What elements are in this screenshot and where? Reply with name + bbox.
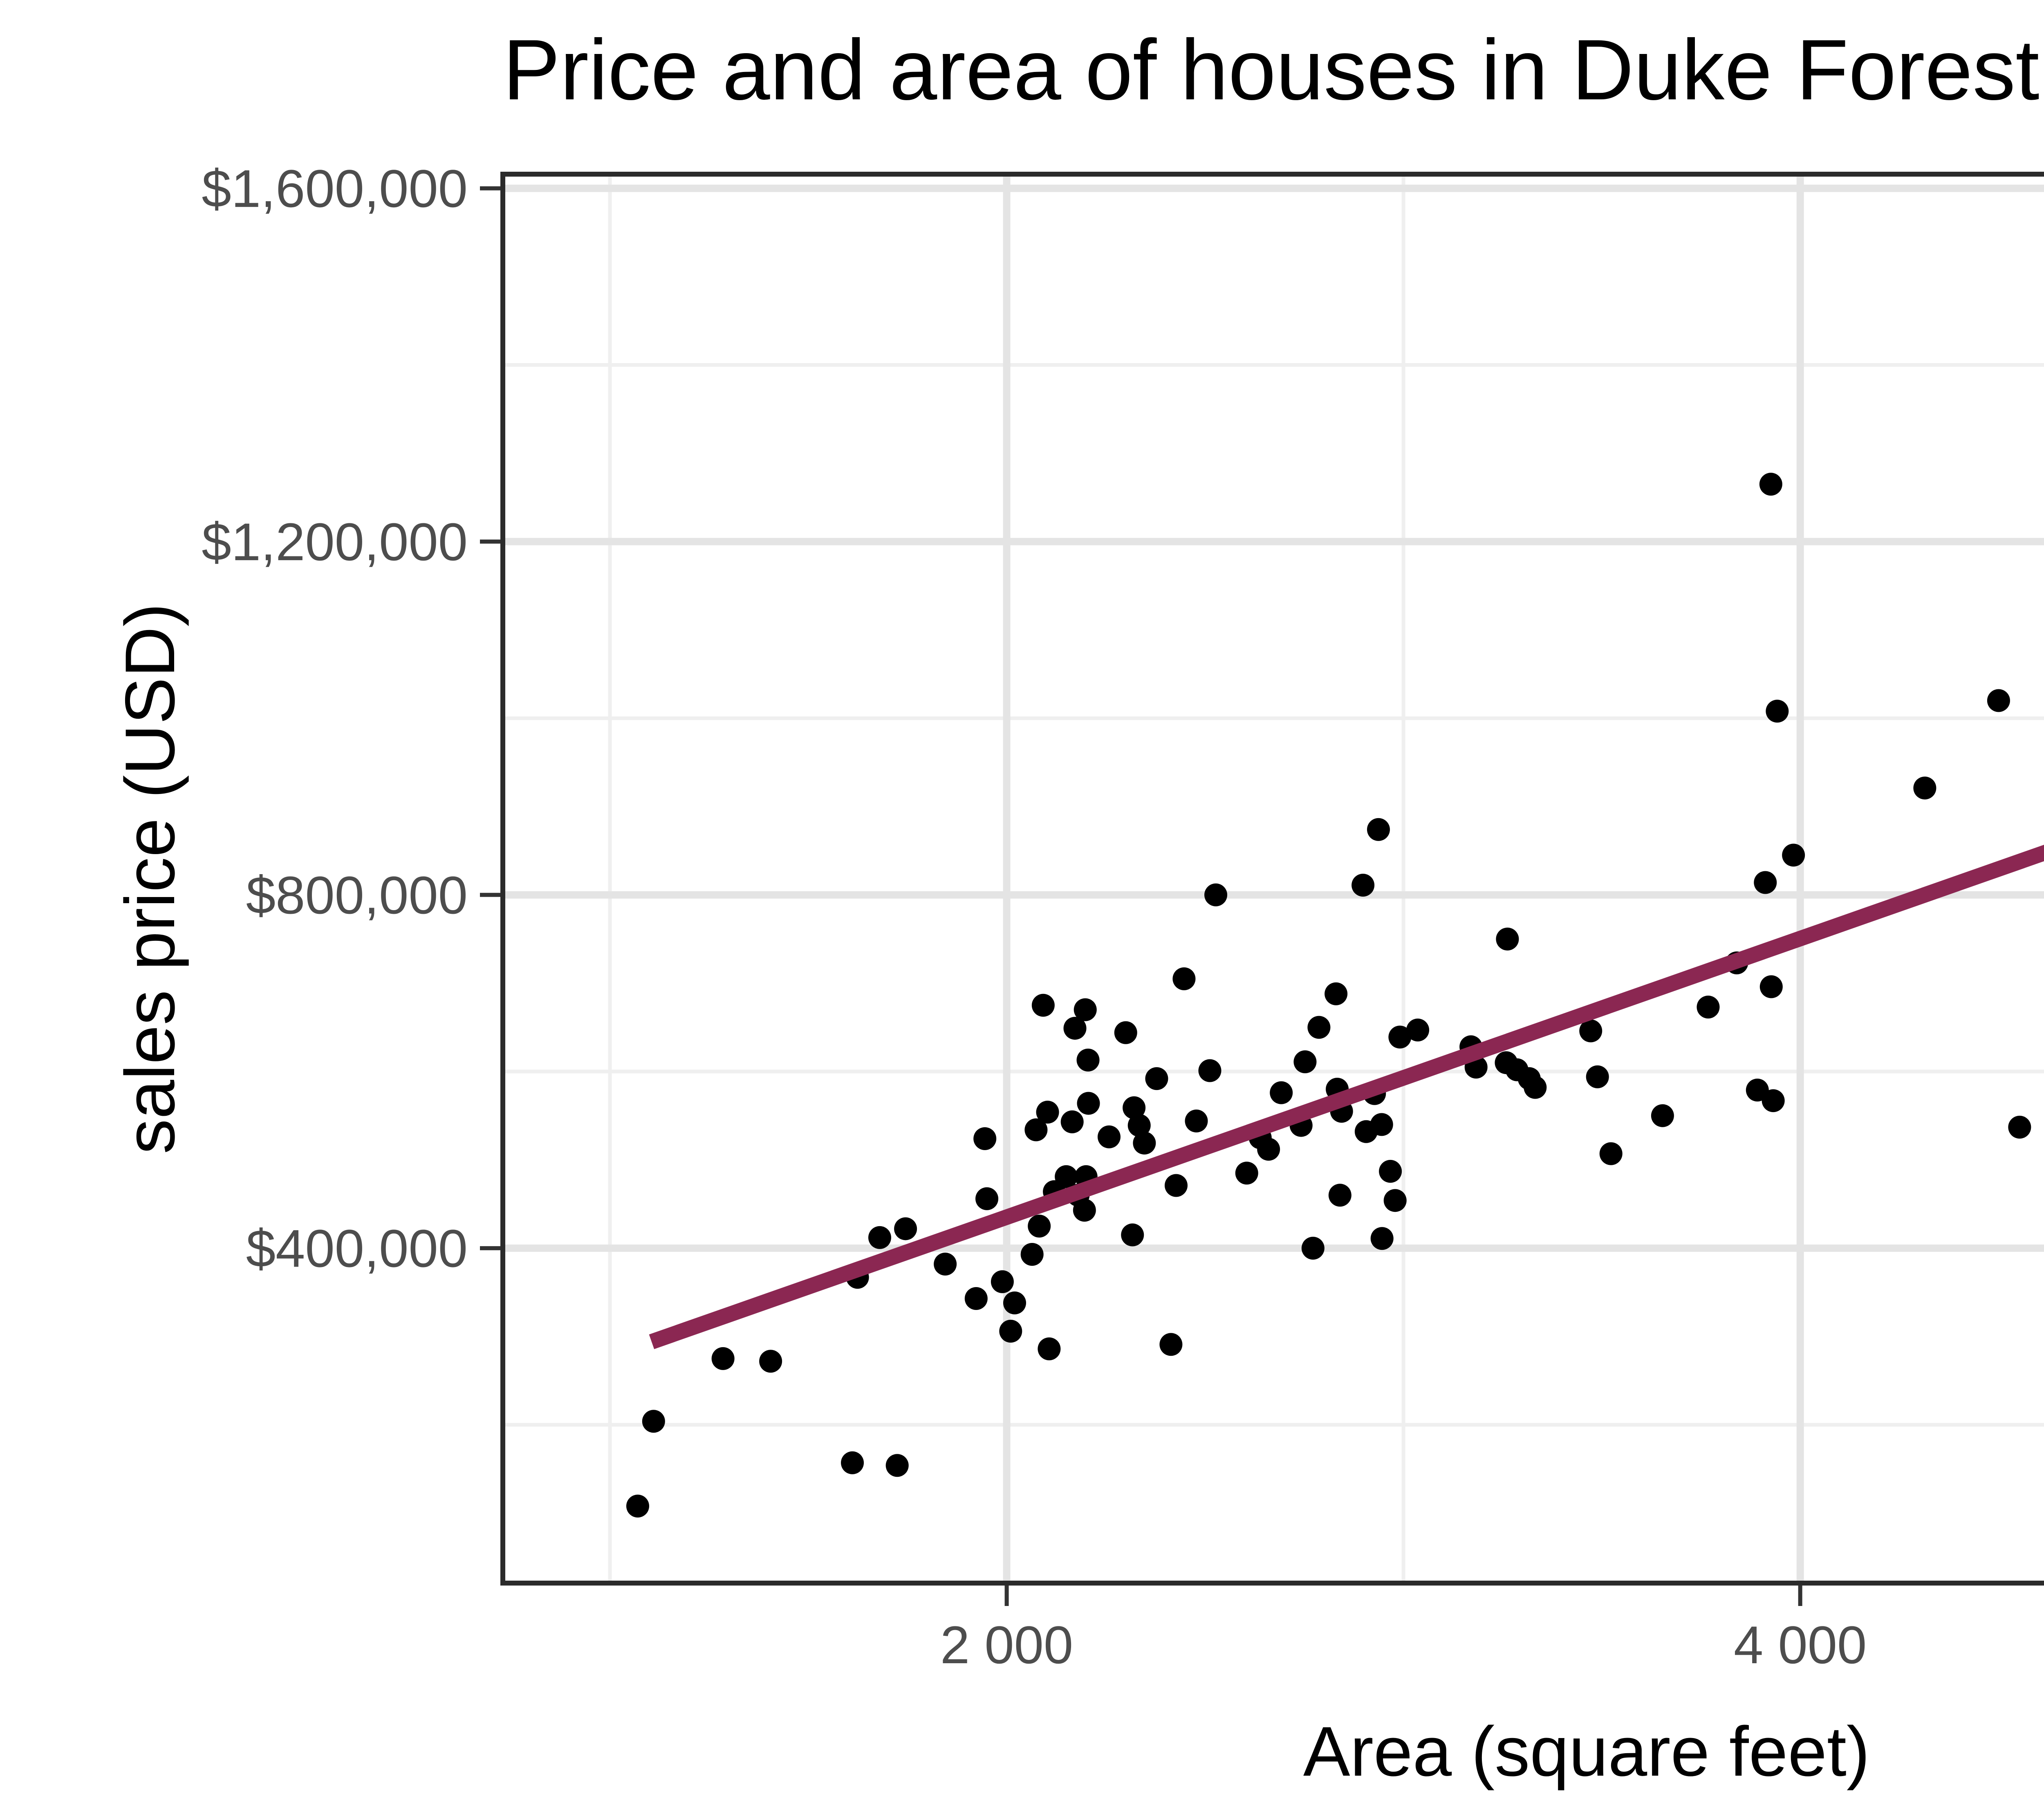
data-point xyxy=(1579,1019,1602,1043)
data-point xyxy=(1038,1337,1061,1361)
data-point xyxy=(1759,975,1783,998)
y-tick-label: $1,600,000 xyxy=(202,159,468,218)
data-point xyxy=(973,1127,997,1150)
data-point xyxy=(964,1287,988,1310)
data-point xyxy=(1121,1223,1144,1247)
data-point xyxy=(1133,1131,1156,1155)
y-tick-label: $800,000 xyxy=(246,865,468,925)
data-point xyxy=(759,1350,782,1373)
y-axis-title: sales price (USD) xyxy=(111,603,189,1154)
data-point xyxy=(1325,982,1348,1005)
data-point xyxy=(1913,776,1936,800)
data-point xyxy=(1370,1227,1394,1250)
data-point xyxy=(1328,1184,1351,1207)
data-point xyxy=(1987,689,2010,712)
data-point xyxy=(1145,1067,1168,1090)
data-point xyxy=(1127,1114,1151,1137)
data-point xyxy=(1198,1059,1221,1082)
data-point xyxy=(626,1494,649,1518)
data-point xyxy=(1024,1118,1048,1142)
data-point xyxy=(1782,843,1805,867)
data-point xyxy=(1172,967,1196,990)
data-point xyxy=(1077,1092,1100,1115)
data-point xyxy=(1159,1333,1183,1356)
data-point xyxy=(894,1217,917,1240)
panel-border xyxy=(500,172,2044,1586)
data-point xyxy=(1599,1142,1623,1165)
data-point xyxy=(1367,818,1390,841)
data-point xyxy=(1759,473,1782,496)
data-point xyxy=(1020,1243,1044,1266)
data-point xyxy=(1257,1137,1280,1161)
data-point xyxy=(1036,1101,1059,1124)
data-point xyxy=(1076,1048,1100,1072)
data-point xyxy=(1388,1025,1412,1049)
data-point xyxy=(1270,1081,1293,1104)
data-point xyxy=(1697,996,1720,1019)
data-point xyxy=(642,1410,665,1433)
y-tick-label: $400,000 xyxy=(246,1218,468,1278)
data-point xyxy=(885,1454,909,1477)
x-tick-label: 4 000 xyxy=(1734,1615,1867,1675)
data-point xyxy=(1351,873,1375,897)
data-point xyxy=(1379,1160,1402,1183)
data-point xyxy=(868,1226,892,1249)
x-tick-label: 2 000 xyxy=(940,1615,1073,1675)
data-point xyxy=(1003,1291,1026,1314)
data-point xyxy=(1185,1109,1208,1133)
data-point xyxy=(1204,883,1228,906)
data-point xyxy=(1766,700,1789,723)
data-point xyxy=(1114,1021,1137,1044)
data-point xyxy=(1028,1214,1051,1238)
data-point xyxy=(1496,927,1519,951)
chart-title: Price and area of houses in Duke Forest xyxy=(503,22,2040,118)
data-point xyxy=(1651,1104,1674,1127)
data-point xyxy=(1074,998,1097,1021)
data-point xyxy=(711,1347,735,1370)
data-point xyxy=(841,1451,864,1474)
y-tick-label: $1,200,000 xyxy=(202,512,468,572)
data-point xyxy=(1073,1198,1096,1222)
data-point xyxy=(1754,871,1777,894)
data-point xyxy=(975,1187,999,1210)
x-axis-title-text: Area (square feet) xyxy=(1303,1712,1870,1791)
data-point xyxy=(1307,1016,1331,1039)
data-point xyxy=(1406,1018,1430,1042)
data-point xyxy=(1123,1096,1146,1119)
data-point xyxy=(1293,1050,1317,1074)
data-point xyxy=(1165,1174,1188,1197)
x-axis-title: Area (square feet) xyxy=(0,1711,2044,1792)
data-point xyxy=(1031,994,1055,1017)
data-point xyxy=(1060,1110,1084,1133)
data-point xyxy=(1762,1089,1785,1112)
data-point xyxy=(2008,1115,2031,1139)
data-point xyxy=(1235,1162,1258,1185)
data-point xyxy=(999,1319,1022,1343)
data-point xyxy=(1370,1113,1393,1136)
data-point xyxy=(1586,1065,1609,1088)
data-point xyxy=(991,1270,1014,1293)
data-point xyxy=(1097,1125,1121,1148)
data-point xyxy=(1063,1016,1087,1040)
data-point xyxy=(934,1252,957,1276)
data-point xyxy=(1524,1076,1547,1099)
trend-line xyxy=(649,845,2044,1349)
data-point xyxy=(1383,1189,1407,1212)
data-point xyxy=(1301,1236,1325,1260)
